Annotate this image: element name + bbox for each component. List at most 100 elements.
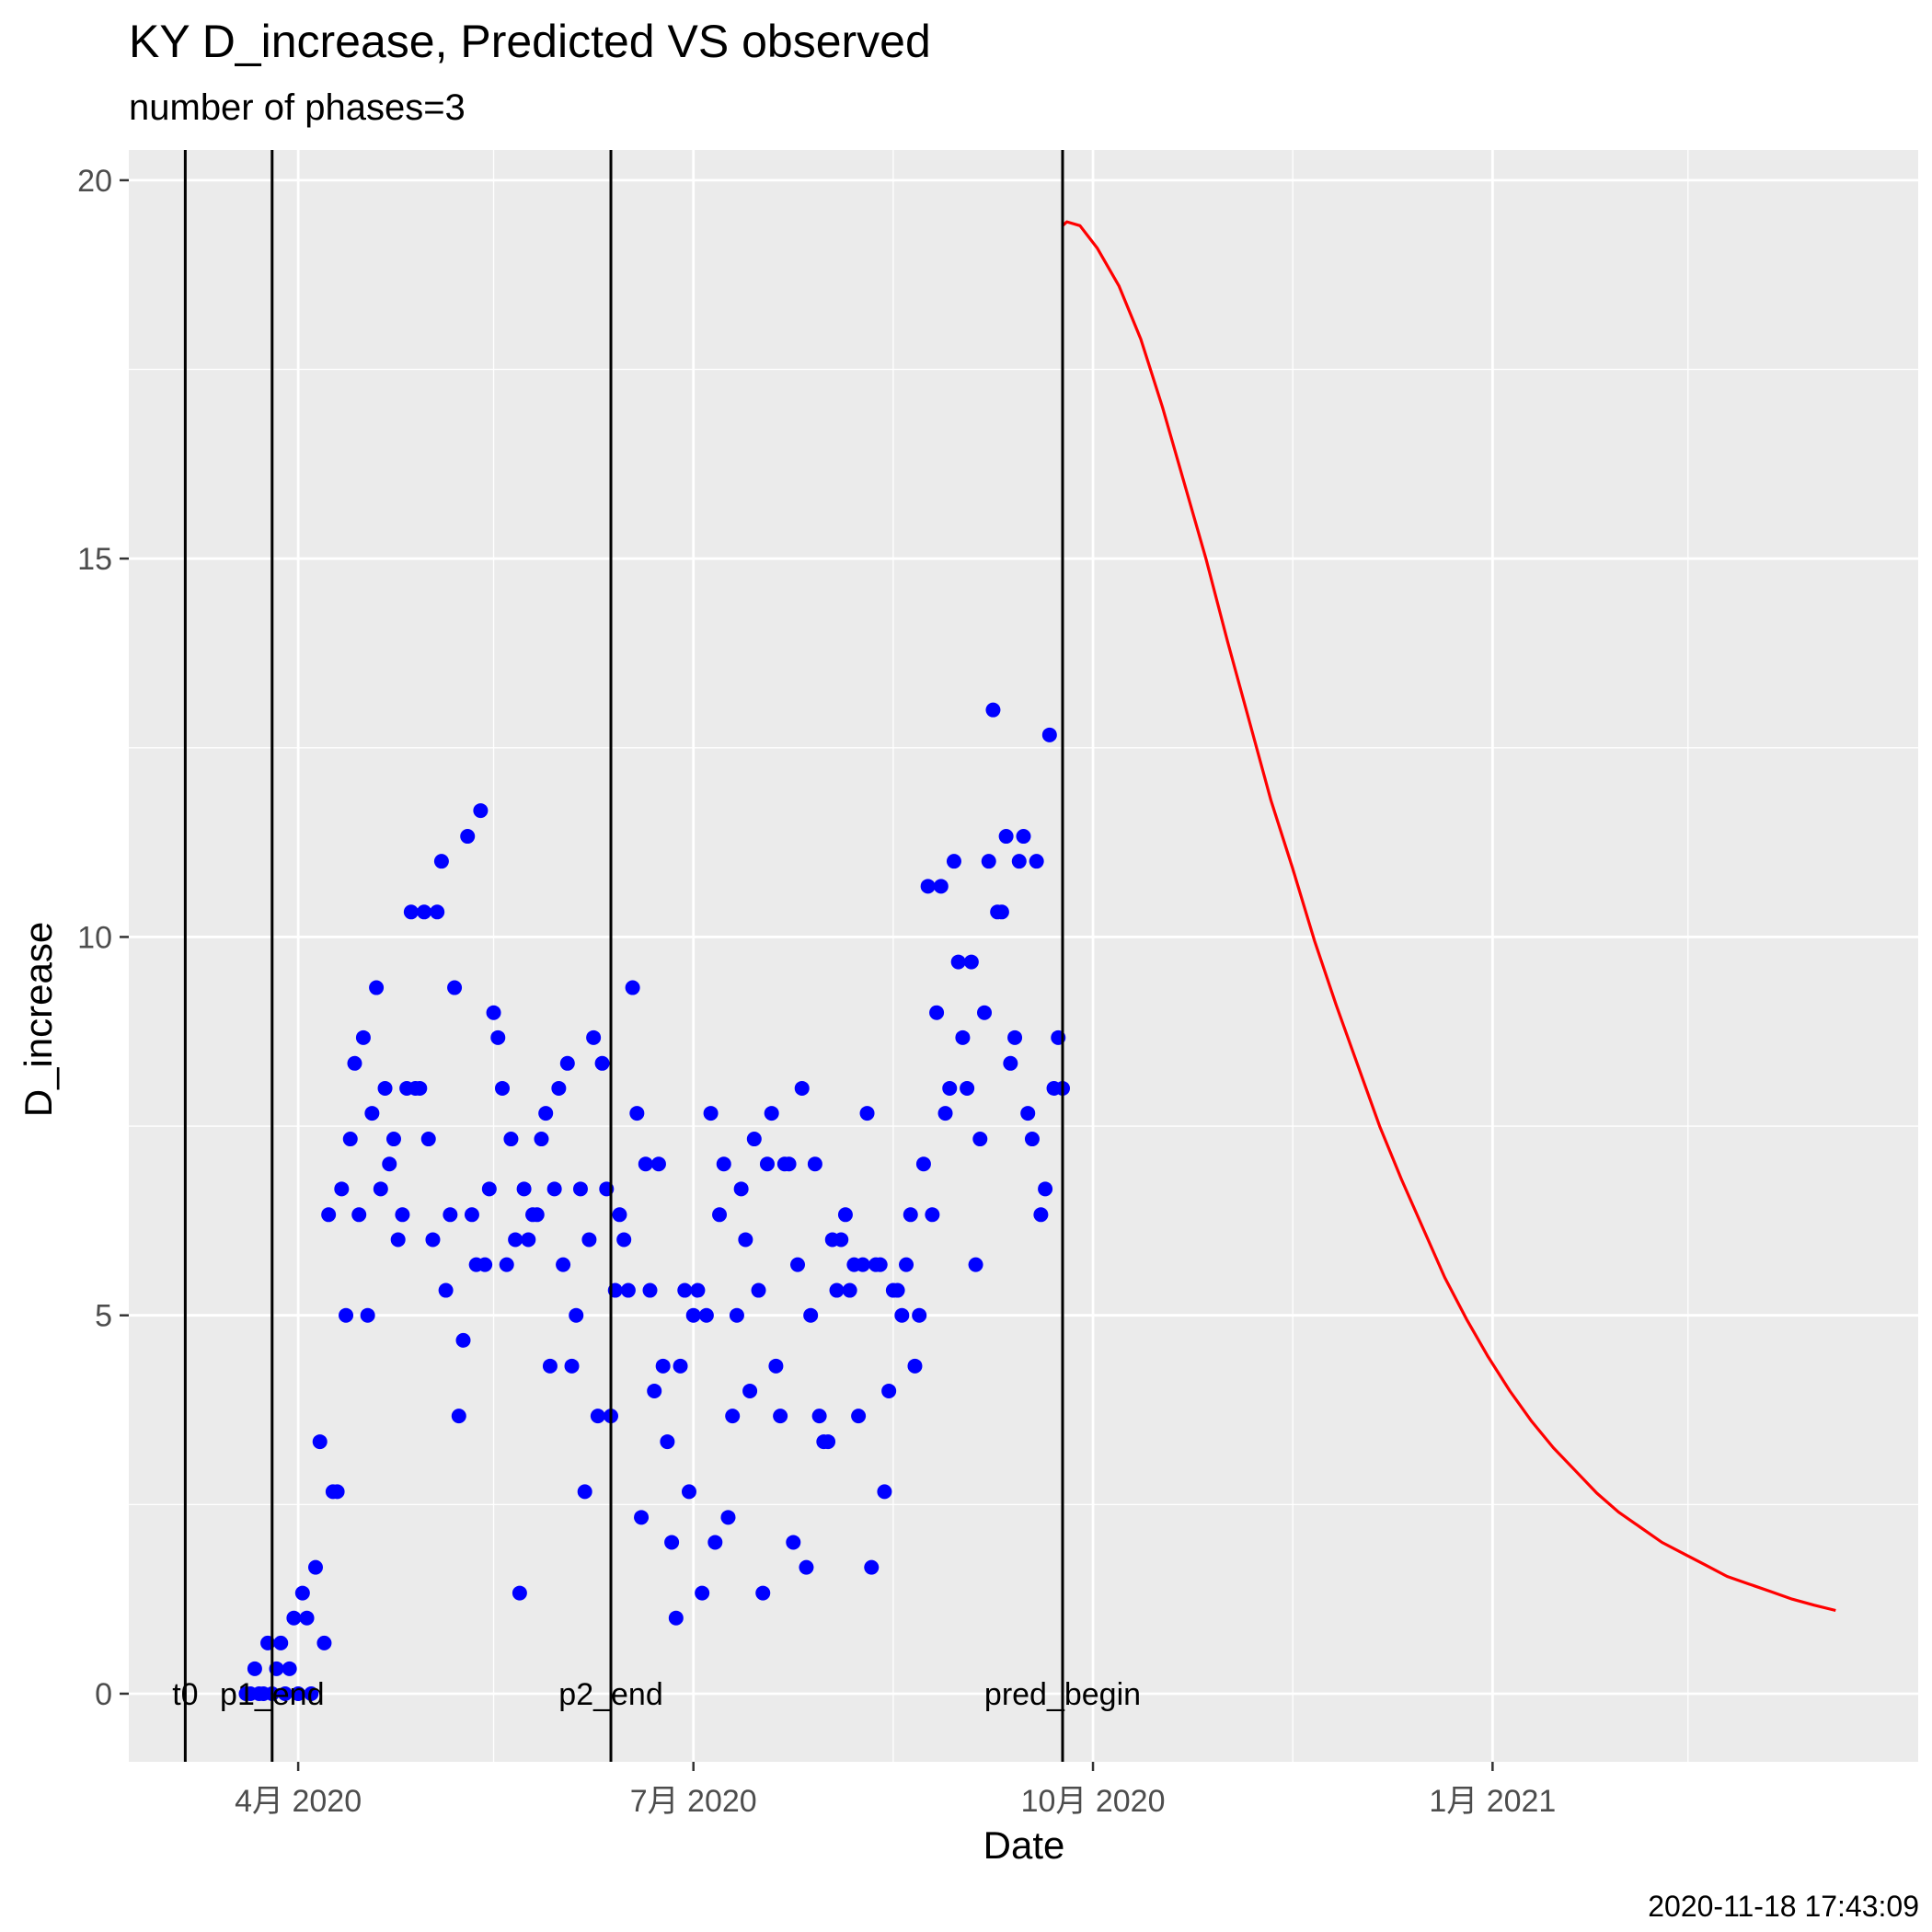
observed-point [899,1257,914,1272]
observed-point [837,1207,853,1223]
observed-point [559,1055,575,1071]
observed-point [382,1156,397,1172]
observed-point [834,1232,849,1248]
observed-point [1011,854,1027,869]
observed-point [1020,1106,1036,1121]
observed-point [586,1029,602,1045]
observed-point [920,879,936,894]
observed-point [998,829,1014,845]
phase-lines: t0 p1_end p2_end pred_begin [172,150,1141,1762]
observed-point [811,1409,827,1424]
observed-point [473,803,489,819]
observed-point [572,1181,588,1197]
observed-point [716,1156,731,1172]
observed-point [403,904,419,920]
observed-point [960,1080,975,1096]
observed-point [842,1282,857,1298]
observed-point [339,1307,354,1323]
y-tick-label: 5 [95,1299,112,1334]
observed-point [460,829,476,845]
observed-point [703,1106,719,1121]
observed-point [950,954,966,970]
observed-point [486,1005,501,1020]
observed-point [412,1080,428,1096]
observed-point [551,1080,567,1096]
observed-point [291,1685,306,1701]
observed-point [534,1132,549,1147]
observed-point [707,1535,723,1550]
observed-point [1016,829,1031,845]
y-tick-label: 15 [77,542,112,577]
observed-point [642,1282,658,1298]
observed-point [955,1029,971,1045]
observed-point [894,1307,910,1323]
observed-point [677,1282,693,1298]
observed-point [781,1156,797,1172]
observed-point [655,1358,671,1374]
observed-point [556,1257,571,1272]
observed-point [334,1181,350,1197]
observed-point [773,1409,788,1424]
observed-point [373,1181,388,1197]
observed-point [942,1080,958,1096]
timestamp-caption: 2020-11-18 17:43:09 [1648,1890,1919,1923]
observed-point [581,1232,597,1248]
phase-line-label: p1_end [220,1677,324,1712]
observed-point [503,1132,519,1147]
observed-point [1003,1055,1018,1071]
observed-point [872,1257,888,1272]
observed-point [481,1181,497,1197]
observed-point [620,1282,636,1298]
observed-point [321,1207,337,1223]
y-tick-label: 0 [95,1677,112,1712]
observed-point [577,1484,592,1500]
observed-point [673,1358,688,1374]
observed-point [455,1332,471,1348]
observed-point [881,1383,897,1398]
observed-point [355,1029,371,1045]
x-tick-label: 7月 2020 [630,1784,757,1819]
observed-point [968,1257,983,1272]
observed-point [877,1484,892,1500]
x-axis-title: Date [983,1823,1065,1867]
observed-point [499,1257,514,1272]
observed-point [377,1080,393,1096]
observed-point [538,1106,554,1121]
observed-point [907,1358,923,1374]
observed-point [972,1132,988,1147]
observed-point [294,1585,310,1601]
observed-point [625,980,640,995]
observed-point [564,1358,580,1374]
y-tick-label: 10 [77,920,112,955]
observed-point [390,1232,406,1248]
observed-point [329,1484,345,1500]
observed-point [569,1307,584,1323]
observed-point [786,1535,801,1550]
observed-point [729,1307,744,1323]
observed-point [425,1232,441,1248]
observed-point [304,1685,319,1701]
observed-point [660,1434,675,1450]
observed-point [733,1181,749,1197]
observed-point [859,1106,875,1121]
phase-line-label: p2_end [558,1677,662,1712]
observed-point [447,980,463,995]
observed-point [768,1358,784,1374]
observed-point [1024,1132,1040,1147]
observed-point [851,1409,867,1424]
observed-point [286,1610,302,1626]
panel-background [129,150,1918,1762]
x-tick-label: 4月 2020 [235,1784,362,1819]
x-axis: 4月 2020 7月 2020 10月 2020 1月 2021 [235,1762,1556,1819]
observed-point [963,954,979,970]
observed-point [915,1156,931,1172]
observed-point [755,1585,771,1601]
observed-point [342,1132,358,1147]
observed-point [438,1282,454,1298]
observed-point [307,1559,323,1575]
observed-point [668,1610,684,1626]
observed-point [516,1181,532,1197]
observed-point [508,1232,523,1248]
observed-point [764,1106,779,1121]
